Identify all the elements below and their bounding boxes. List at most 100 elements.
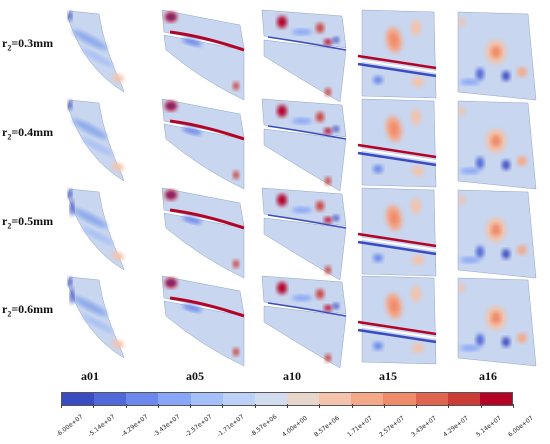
panel-a01 [67, 99, 125, 182]
colorbar-tickmark [416, 404, 418, 408]
panel-a15 [357, 9, 437, 99]
stress-blob [325, 266, 331, 274]
column-label-a05: a05 [186, 369, 204, 383]
colorbar-tickmark [287, 404, 288, 408]
stress-blob [389, 33, 399, 47]
stress-blob [82, 315, 114, 333]
stress-blob [373, 254, 383, 262]
colorbar-tickmark [222, 404, 224, 408]
colorbar-tickmark [61, 404, 62, 408]
colorbar-segment-13 [447, 393, 480, 405]
row-label-4: r2=0.6mm [2, 302, 54, 319]
crack-line [267, 125, 347, 140]
colorbar-segment-6 [222, 393, 255, 405]
crack-gap [357, 237, 437, 251]
stress-blob [277, 282, 287, 294]
stress-blob [277, 16, 287, 28]
stress-blob [476, 334, 484, 346]
blade-outline [67, 10, 125, 93]
stress-blob [82, 49, 114, 67]
stress-blob [411, 198, 421, 214]
stress-blob [491, 46, 501, 58]
colorbar-segment-9 [319, 393, 352, 405]
crack-red [357, 232, 437, 248]
blade-upper [161, 275, 245, 315]
stress-blob [517, 245, 527, 255]
stress-blob [517, 67, 527, 77]
blade-lower [263, 305, 347, 369]
colorbar-tickmark [190, 404, 192, 408]
stress-blob [389, 211, 399, 225]
blade-outline [67, 188, 125, 271]
panel-a10 [261, 9, 347, 103]
panel-a05 [161, 275, 245, 367]
stress-blob [502, 337, 510, 347]
colorbar-tickmark [157, 404, 159, 408]
column-label-a16: a16 [479, 369, 497, 383]
stress-blob [325, 354, 331, 362]
colorbar-tickmark [351, 404, 353, 408]
stress-blob [68, 100, 72, 110]
colorbar-segment-3 [126, 393, 159, 405]
colorbar-tickmark [383, 404, 385, 408]
panel-a16 [457, 100, 537, 190]
stress-blob [233, 348, 239, 356]
crack-blue [357, 151, 437, 167]
stress-blob [333, 126, 339, 132]
stress-blob [168, 15, 174, 19]
panel-a01 [67, 10, 125, 93]
crack-line [169, 30, 245, 52]
stress-blob [476, 157, 484, 169]
stress-blob [277, 194, 287, 206]
panel-a10 [261, 98, 347, 192]
colorbar-segment-11 [383, 393, 416, 405]
stress-blob [292, 295, 312, 301]
blade-lower [263, 217, 347, 281]
crack-gap [357, 59, 437, 73]
stress-blob [82, 227, 114, 245]
blade-lower [263, 39, 347, 103]
blade-lower [163, 212, 245, 279]
stress-blob [502, 71, 510, 81]
stress-blob [517, 156, 527, 166]
stress-blob [316, 112, 324, 122]
colorbar-segment-10 [351, 393, 384, 405]
crack-red [357, 143, 437, 159]
stress-blob [316, 289, 324, 299]
stress-blob [333, 215, 339, 221]
crack-line [267, 214, 347, 229]
stress-blob [70, 288, 74, 304]
stress-blob [373, 76, 383, 84]
stress-blob [112, 73, 124, 83]
stress-blob [324, 39, 332, 45]
stress-blob [292, 118, 312, 124]
panel-a05 [161, 187, 245, 279]
column-label-a01: a01 [81, 369, 99, 383]
stress-blob [168, 193, 174, 197]
stress-blob [476, 246, 484, 258]
stress-blob [233, 82, 239, 90]
stress-blob [82, 138, 114, 156]
stress-blob [112, 339, 124, 349]
blade-lower [163, 34, 245, 101]
stress-blob [459, 17, 465, 27]
stress-blob [233, 260, 239, 268]
blade-outline [361, 98, 437, 188]
crack-line [169, 119, 245, 141]
stress-blob [292, 29, 312, 35]
panel-a10 [261, 187, 347, 281]
stress-blob [412, 166, 424, 176]
stress-blob [182, 38, 202, 46]
stress-blob [502, 249, 510, 259]
crack-red [357, 320, 437, 336]
blade-outline [361, 275, 437, 365]
blade-outline [67, 99, 125, 182]
blade-lower [163, 300, 245, 367]
colorbar-segment-12 [415, 393, 448, 405]
stress-blob [68, 277, 72, 287]
stress-blob [389, 122, 399, 136]
stress-blob [460, 345, 480, 351]
colorbar-tickmark [480, 404, 482, 408]
panel-a01 [67, 276, 125, 359]
stress-blob [460, 79, 480, 85]
